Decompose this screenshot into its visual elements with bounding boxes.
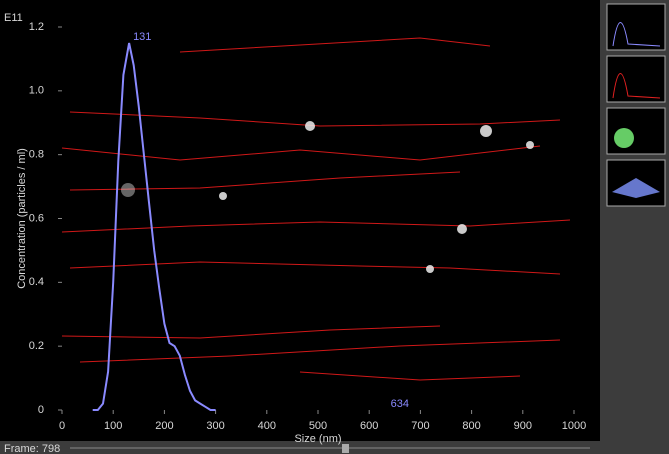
particle [219, 192, 227, 200]
annotation: 131 [133, 31, 151, 43]
y-tick-label: 0.8 [29, 149, 44, 161]
particle [480, 125, 492, 137]
x-tick-label: 900 [514, 420, 532, 432]
frame-label: Frame: 798 [4, 443, 60, 454]
y-axis-label: Concentration (particles / ml) [16, 148, 28, 289]
x-tick-label: 800 [462, 420, 480, 432]
slider-thumb[interactable] [342, 444, 349, 453]
y-tick-label: 0.2 [29, 340, 44, 352]
annotation: 634 [391, 398, 409, 410]
particle [305, 121, 315, 131]
x-tick-label: 1000 [562, 420, 586, 432]
y-tick-label: 0 [38, 404, 44, 416]
x-tick-label: 0 [59, 420, 65, 432]
x-tick-label: 600 [360, 420, 378, 432]
thumbnail[interactable] [607, 4, 665, 50]
x-tick-label: 500 [309, 420, 327, 432]
thumbnail[interactable] [607, 56, 665, 102]
y-tick-label: 1.0 [29, 85, 44, 97]
x-tick-label: 300 [206, 420, 224, 432]
screen: Frame: 798 E11 0 0.2 0.4 0.6 0.8 1.0 1.2 0 100 20… [0, 0, 669, 454]
x-tick-label: 700 [411, 420, 429, 432]
x-tick-label: 200 [155, 420, 173, 432]
thumbnail-scatter [614, 128, 634, 148]
thumbnail[interactable] [607, 108, 665, 154]
y-tick-label: 0.4 [29, 276, 44, 288]
video-background [0, 0, 669, 454]
particle [121, 183, 135, 197]
particle [457, 224, 467, 234]
x-tick-label: 100 [104, 420, 122, 432]
x-axis-label: Size (nm) [294, 433, 341, 445]
x-tick-label: 400 [258, 420, 276, 432]
y-tick-label: 1.2 [29, 21, 44, 33]
particle [426, 265, 434, 273]
particle [526, 141, 534, 149]
well-label: E11 [4, 12, 23, 24]
y-tick-label: 0.6 [29, 212, 44, 224]
